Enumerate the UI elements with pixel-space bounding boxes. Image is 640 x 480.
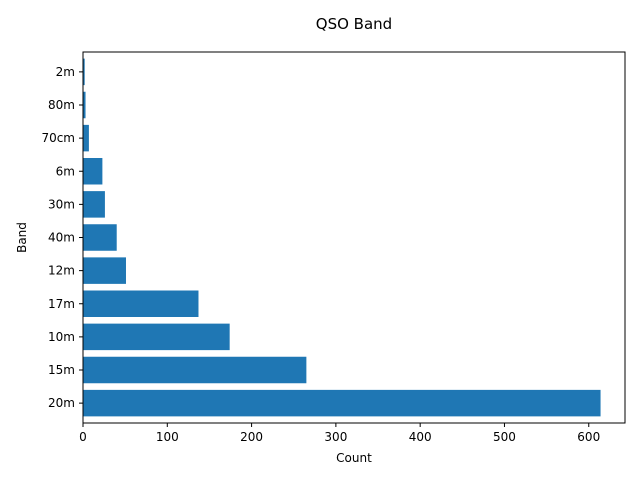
y-axis-label: Band [15, 222, 29, 253]
y-tick-label: 12m [48, 264, 75, 278]
bar-70cm [83, 124, 89, 152]
y-tick-label: 17m [48, 297, 75, 311]
y-tick-label: 20m [48, 396, 75, 410]
y-tick-label: 80m [48, 98, 75, 112]
y-tick-group: 20m 15m 10m 17m 12m 40m 30m 6m 70cm 80m 2m [41, 65, 83, 410]
x-tick-label: 600 [577, 430, 600, 444]
bar-15m [83, 356, 307, 384]
bar-12m [83, 257, 126, 284]
plot-frame [82, 51, 626, 424]
x-axis-label: Count [336, 451, 372, 465]
bar-40m [83, 224, 117, 251]
x-tick-label: 300 [324, 430, 347, 444]
y-tick-label: 2m [56, 65, 75, 79]
bar-20m [83, 389, 601, 417]
bars-group [83, 58, 601, 417]
bar-2m [83, 58, 85, 86]
bar-6m [83, 158, 103, 185]
y-tick-label: 10m [48, 330, 75, 344]
chart-title: QSO Band [316, 15, 392, 33]
y-tick-label: 70cm [41, 131, 75, 145]
bar-17m [83, 290, 199, 317]
bar-30m [83, 191, 105, 218]
y-tick-label: 15m [48, 363, 75, 377]
bar-80m [83, 91, 86, 119]
y-tick-label: 30m [48, 197, 75, 211]
x-tick-label: 200 [240, 430, 263, 444]
bar-10m [83, 323, 230, 351]
y-tick-label: 40m [48, 231, 75, 245]
x-tick-label: 400 [409, 430, 432, 444]
x-tick-label: 0 [79, 430, 87, 444]
x-tick-label: 500 [493, 430, 516, 444]
x-tick-group: 0 100 200 300 400 500 600 [79, 423, 600, 444]
x-tick-label: 100 [156, 430, 179, 444]
y-tick-label: 6m [56, 164, 75, 178]
